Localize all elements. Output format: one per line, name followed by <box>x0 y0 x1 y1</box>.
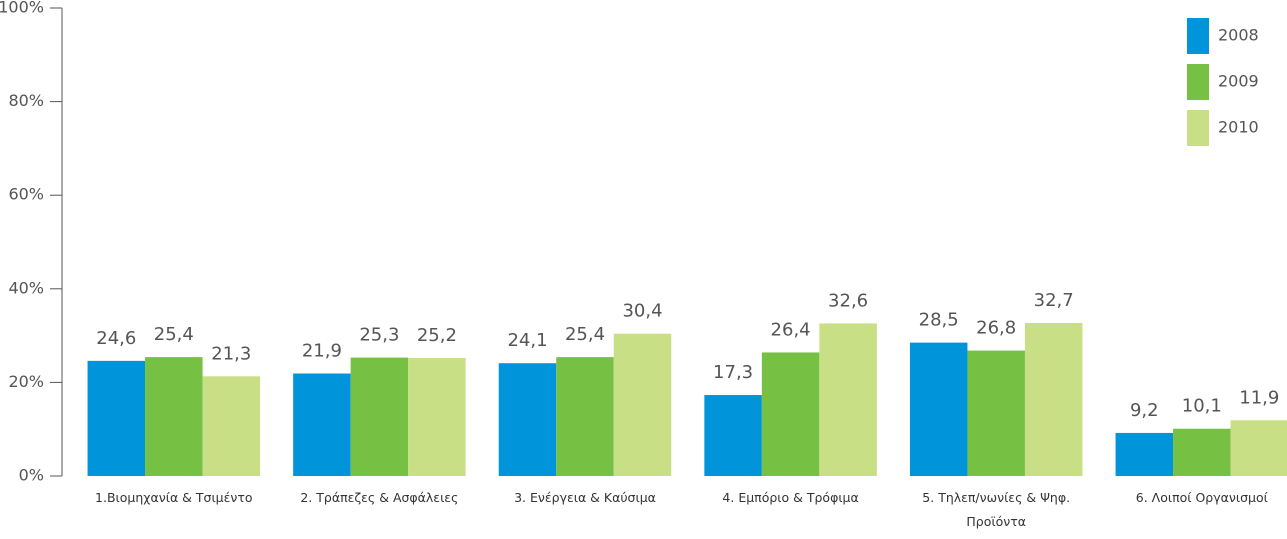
bar <box>350 357 409 476</box>
bar <box>145 357 203 476</box>
data-label: 25,2 <box>417 325 457 346</box>
data-label: 26,8 <box>976 318 1016 339</box>
x-tick-label: 5. Τηλεπ/νωνίες & Ψηφ. Προϊόντα <box>922 490 1071 529</box>
y-tick-label: 40% <box>8 278 44 297</box>
x-tick-label: 2. Τράπεζες & Ασφάλειες <box>300 490 459 505</box>
y-tick-label: 60% <box>8 185 44 204</box>
data-label: 11,9 <box>1239 387 1279 408</box>
legend-label: 2010 <box>1218 118 1259 137</box>
bar <box>909 342 968 476</box>
bar <box>202 376 261 476</box>
bar <box>1230 420 1287 476</box>
bar <box>613 333 672 476</box>
data-label: 32,7 <box>1034 290 1074 311</box>
bar <box>1024 322 1083 476</box>
x-tick-label: 1.Βιομηχανία & Τσιμέντο <box>95 490 253 505</box>
y-tick-label: 100% <box>0 0 44 17</box>
data-label: 28,5 <box>919 310 959 331</box>
bar <box>761 352 820 476</box>
data-label: 21,9 <box>302 341 342 362</box>
bar <box>87 360 146 476</box>
legend-label: 2008 <box>1218 26 1259 45</box>
y-tick-label: 80% <box>8 91 44 110</box>
bar <box>498 363 557 476</box>
bar <box>1173 428 1231 476</box>
bar <box>408 358 466 476</box>
data-label: 25,3 <box>359 325 399 346</box>
x-tick-label: 6. Λοιποί Οργανισμοί <box>1135 490 1268 505</box>
legend-swatch <box>1187 64 1209 100</box>
bar <box>1115 432 1174 476</box>
bar <box>293 373 351 476</box>
data-label: 10,1 <box>1182 396 1222 417</box>
legend-swatch <box>1187 18 1209 54</box>
data-label: 24,1 <box>507 330 547 351</box>
data-label: 25,4 <box>154 324 194 345</box>
data-label: 24,6 <box>96 328 136 349</box>
y-tick-label: 0% <box>19 466 44 485</box>
data-label: 32,6 <box>828 290 868 311</box>
legend-swatch <box>1187 110 1209 146</box>
data-label: 9,2 <box>1130 400 1159 421</box>
bar <box>704 395 762 476</box>
bar <box>556 357 614 476</box>
y-tick-label: 20% <box>8 372 44 391</box>
data-label: 17,3 <box>713 362 753 383</box>
bar <box>819 323 877 476</box>
data-label: 21,3 <box>211 343 251 364</box>
data-label: 26,4 <box>771 319 811 340</box>
data-label: 25,4 <box>565 324 605 345</box>
legend-label: 2009 <box>1218 72 1259 91</box>
bar <box>967 350 1025 476</box>
x-tick-label: 3. Ενέργεια & Καύσιμα <box>514 490 656 505</box>
data-label: 30,4 <box>622 301 662 322</box>
x-tick-label: 4. Εμπόριο & Τρόφιμα <box>722 490 859 505</box>
